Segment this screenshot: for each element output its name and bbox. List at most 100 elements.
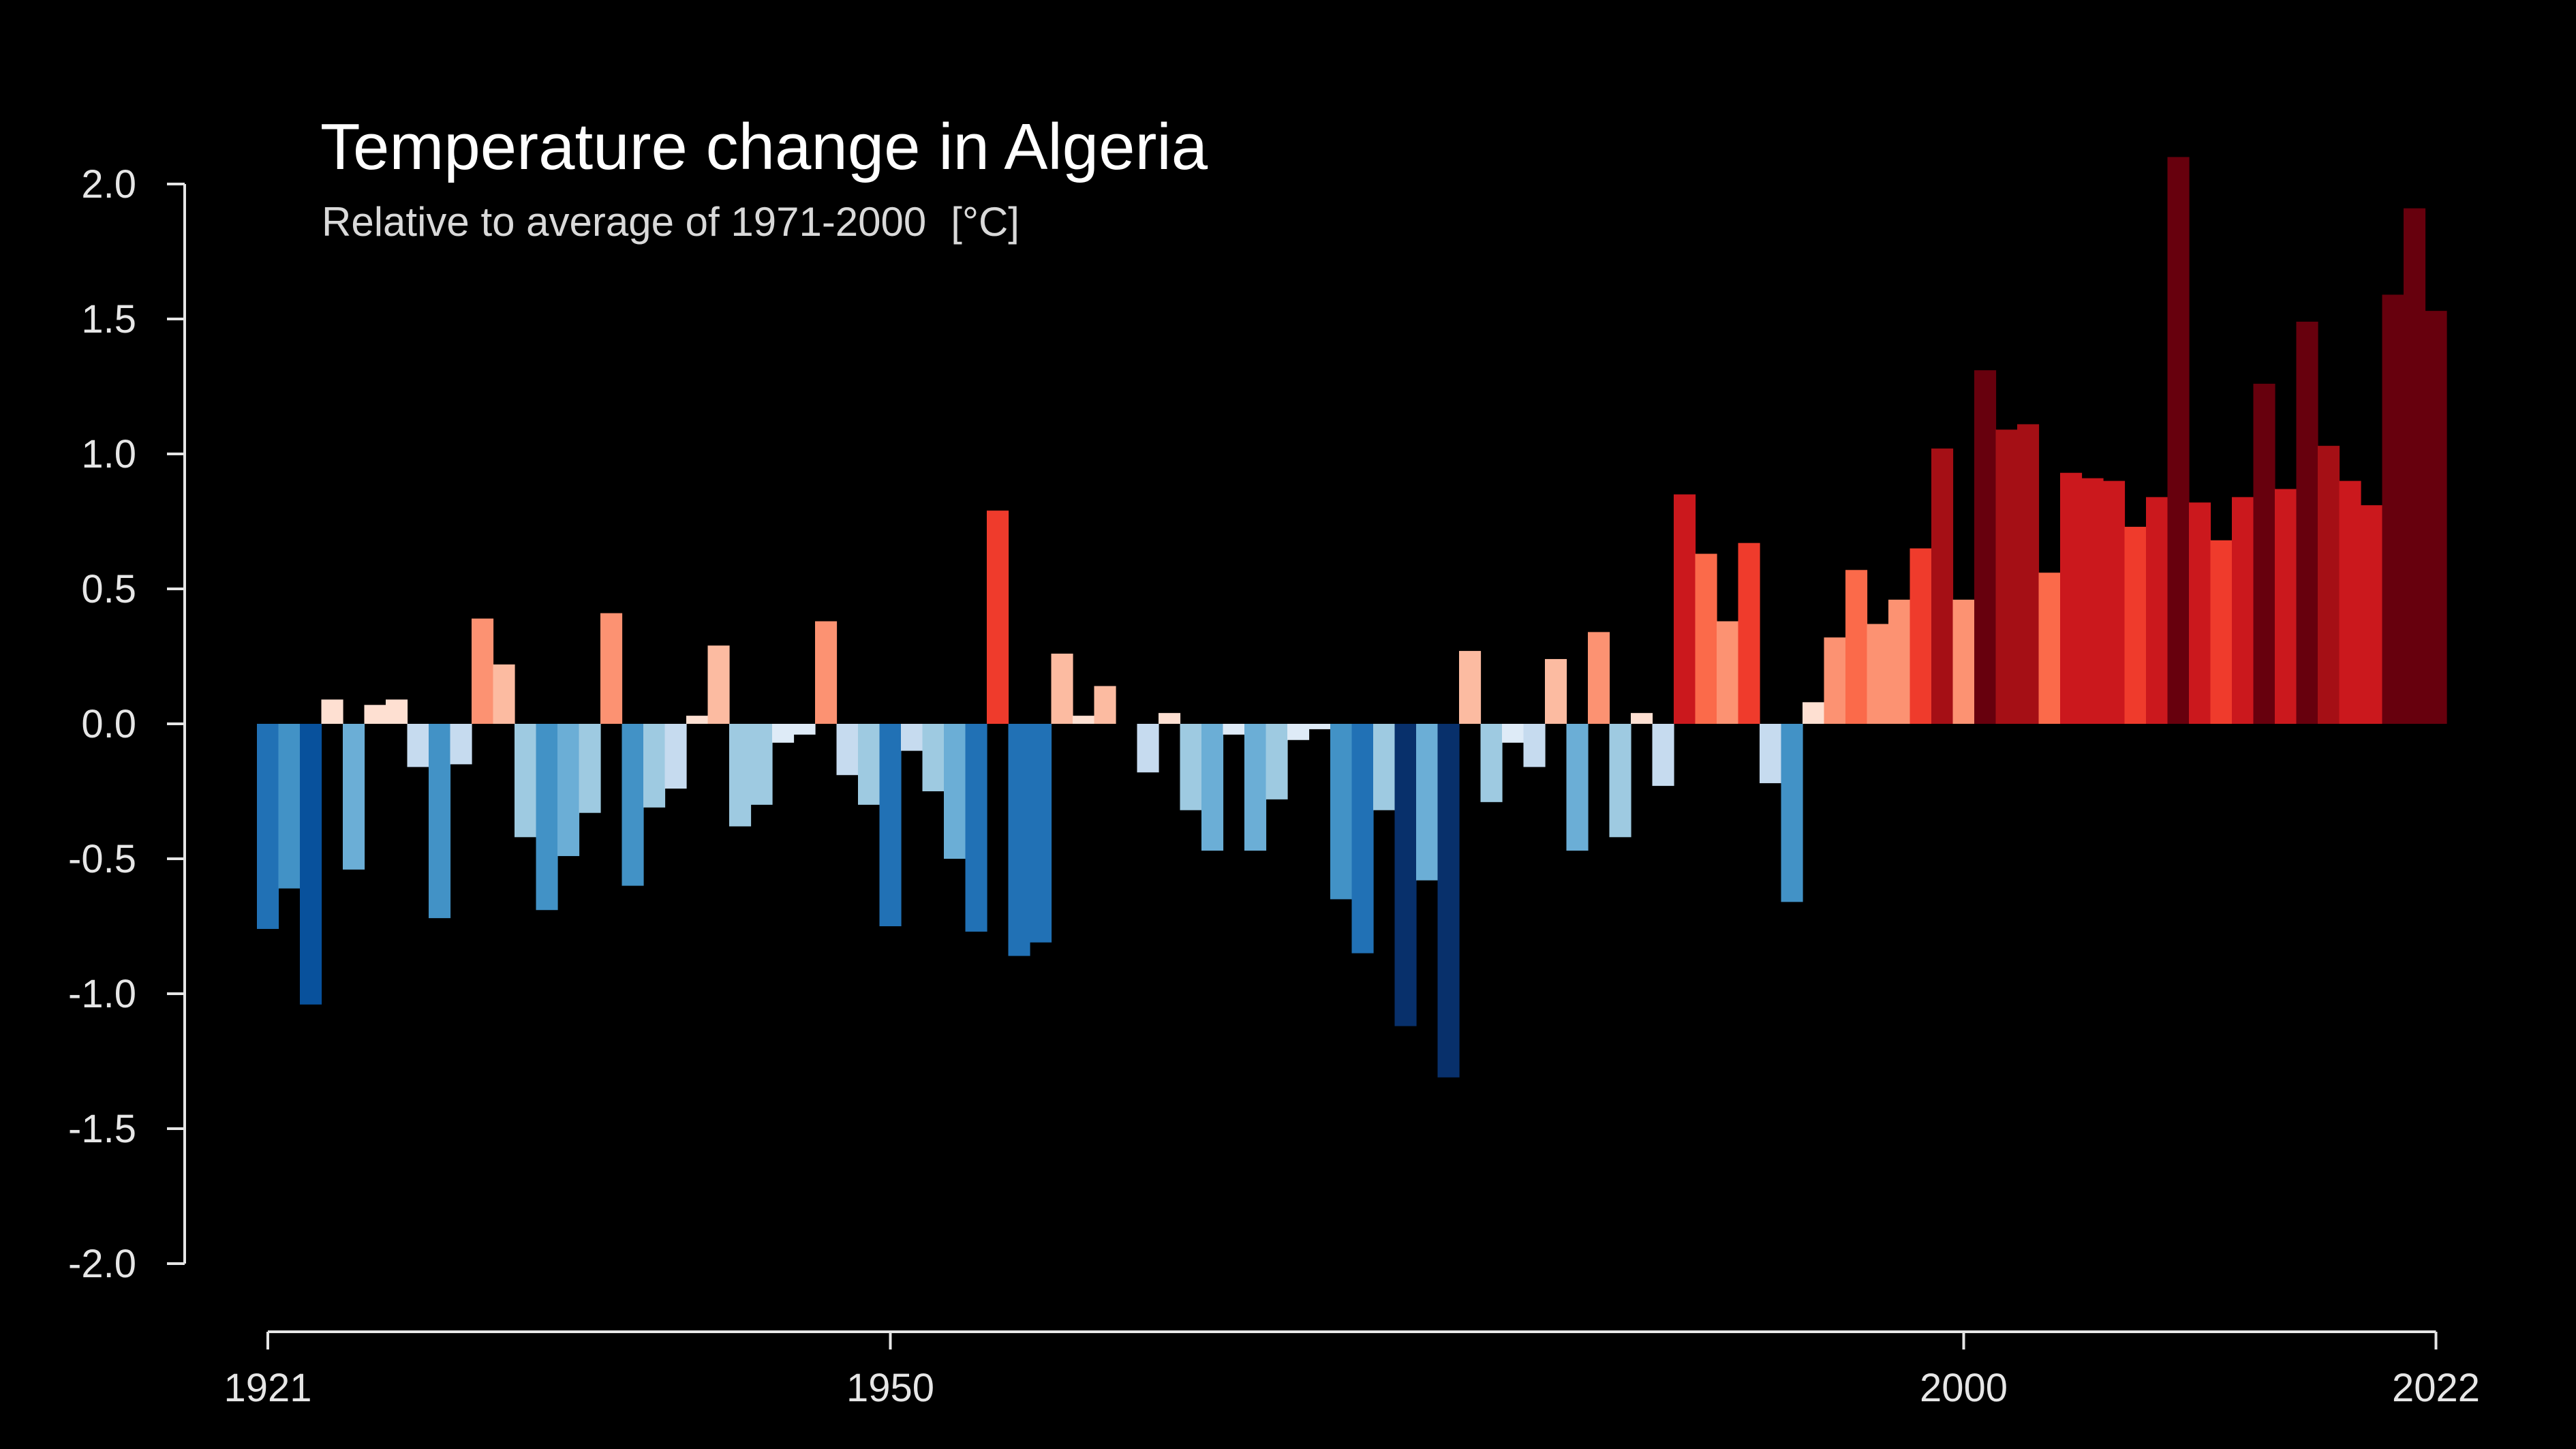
bar-1987 bbox=[1674, 494, 1696, 724]
bar-1966 bbox=[1223, 724, 1245, 735]
bar-2022 bbox=[2425, 311, 2447, 724]
bar-1984 bbox=[1609, 724, 1631, 838]
bar-2001 bbox=[1974, 370, 1997, 724]
y-axis: 2.0 1.5 1.0 0.5 0.0 -0.5 -1.0 -1.5 -2.0 bbox=[68, 162, 186, 1286]
bar-1983 bbox=[1588, 632, 1610, 724]
bar-1999 bbox=[1931, 448, 1954, 724]
bar-1988 bbox=[1695, 553, 1717, 724]
bar-1968 bbox=[1266, 724, 1288, 799]
bar-1936 bbox=[579, 724, 601, 813]
bar-1956 bbox=[1008, 724, 1030, 956]
bar-1934 bbox=[536, 724, 558, 911]
bar-1925 bbox=[343, 724, 365, 870]
chart-subtitle: Relative to average of 1971-2000 [°C] bbox=[322, 199, 1019, 245]
bar-1970 bbox=[1308, 724, 1331, 729]
bar-2020 bbox=[2382, 294, 2404, 724]
bar-1981 bbox=[1545, 658, 1567, 724]
bar-1946 bbox=[793, 724, 816, 735]
bar-1922 bbox=[278, 724, 301, 889]
bar-1958 bbox=[1051, 654, 1073, 724]
bar-1974 bbox=[1394, 724, 1417, 1026]
x-tick-label: 2000 bbox=[1920, 1366, 2008, 1410]
bar-2005 bbox=[2060, 472, 2083, 724]
bar-1949 bbox=[858, 724, 880, 805]
bar-2011 bbox=[2189, 502, 2211, 724]
bar-2019 bbox=[2361, 505, 2383, 724]
bar-1971 bbox=[1330, 724, 1353, 900]
bar-2004 bbox=[2038, 573, 2061, 724]
bar-2021 bbox=[2404, 208, 2426, 724]
bar-1986 bbox=[1652, 724, 1674, 787]
bar-1953 bbox=[944, 724, 966, 859]
bar-1941 bbox=[686, 716, 709, 724]
chart-title: Temperature change in Algeria bbox=[320, 110, 1208, 183]
bar-1945 bbox=[772, 724, 795, 743]
bar-1997 bbox=[1888, 599, 1911, 724]
bar-1942 bbox=[707, 645, 730, 724]
bar-2003 bbox=[2017, 424, 2040, 724]
x-tick-label: 1921 bbox=[224, 1366, 311, 1410]
bar-1980 bbox=[1523, 724, 1546, 767]
y-tick-label: 0.0 bbox=[81, 702, 136, 746]
bar-2010 bbox=[2167, 157, 2190, 724]
bar-1933 bbox=[515, 724, 537, 838]
bar-2008 bbox=[2124, 526, 2147, 724]
bar-1950 bbox=[879, 724, 902, 926]
bar-1993 bbox=[1803, 702, 1825, 724]
bar-1959 bbox=[1073, 716, 1095, 724]
bars-group bbox=[257, 157, 2447, 1078]
bar-1924 bbox=[321, 699, 343, 724]
bar-1937 bbox=[600, 613, 623, 724]
bar-1995 bbox=[1845, 570, 1868, 724]
bar-1967 bbox=[1244, 724, 1267, 851]
bar-1994 bbox=[1824, 637, 1846, 724]
bar-1989 bbox=[1717, 621, 1739, 724]
bar-1938 bbox=[622, 724, 644, 886]
bar-1965 bbox=[1201, 724, 1224, 851]
bar-1960 bbox=[1094, 686, 1116, 724]
subtitle-unit: [°C] bbox=[951, 199, 1019, 245]
x-tick-label: 1950 bbox=[846, 1366, 934, 1410]
bar-1992 bbox=[1781, 724, 1803, 902]
y-tick-label: 1.0 bbox=[81, 432, 136, 476]
bar-1962 bbox=[1137, 724, 1159, 773]
bar-1940 bbox=[664, 724, 687, 789]
bar-2015 bbox=[2275, 489, 2297, 724]
bar-1921 bbox=[257, 724, 279, 929]
y-tick-label: 1.5 bbox=[81, 297, 136, 341]
bar-2017 bbox=[2318, 446, 2340, 724]
bar-1932 bbox=[493, 664, 515, 724]
bar-1982 bbox=[1566, 724, 1589, 851]
bar-2002 bbox=[1995, 429, 2018, 724]
bar-1952 bbox=[922, 724, 945, 791]
bar-1963 bbox=[1159, 713, 1181, 724]
bar-1969 bbox=[1287, 724, 1310, 740]
bar-1954 bbox=[965, 724, 987, 932]
bar-1977 bbox=[1459, 651, 1482, 724]
bar-1985 bbox=[1631, 713, 1653, 724]
bar-1991 bbox=[1760, 724, 1782, 784]
y-tick-label: -0.5 bbox=[68, 837, 136, 881]
bar-1923 bbox=[300, 724, 322, 1005]
bar-1943 bbox=[729, 724, 752, 827]
bar-1972 bbox=[1351, 724, 1374, 954]
y-tick-label: -1.5 bbox=[68, 1107, 136, 1151]
bar-1996 bbox=[1867, 624, 1889, 724]
bar-1990 bbox=[1738, 543, 1760, 724]
bar-1975 bbox=[1416, 724, 1439, 881]
bar-1979 bbox=[1502, 724, 1524, 743]
bar-1926 bbox=[364, 705, 386, 724]
bar-1964 bbox=[1180, 724, 1202, 810]
x-tick-label: 2022 bbox=[2392, 1366, 2480, 1410]
bar-1929 bbox=[429, 724, 451, 919]
bar-2000 bbox=[1952, 599, 1975, 724]
bar-1928 bbox=[407, 724, 429, 767]
bar-1927 bbox=[386, 699, 408, 724]
bar-1939 bbox=[643, 724, 666, 808]
bar-2018 bbox=[2339, 481, 2361, 724]
bar-1973 bbox=[1373, 724, 1396, 810]
bar-1944 bbox=[750, 724, 773, 805]
bar-1931 bbox=[472, 618, 494, 724]
